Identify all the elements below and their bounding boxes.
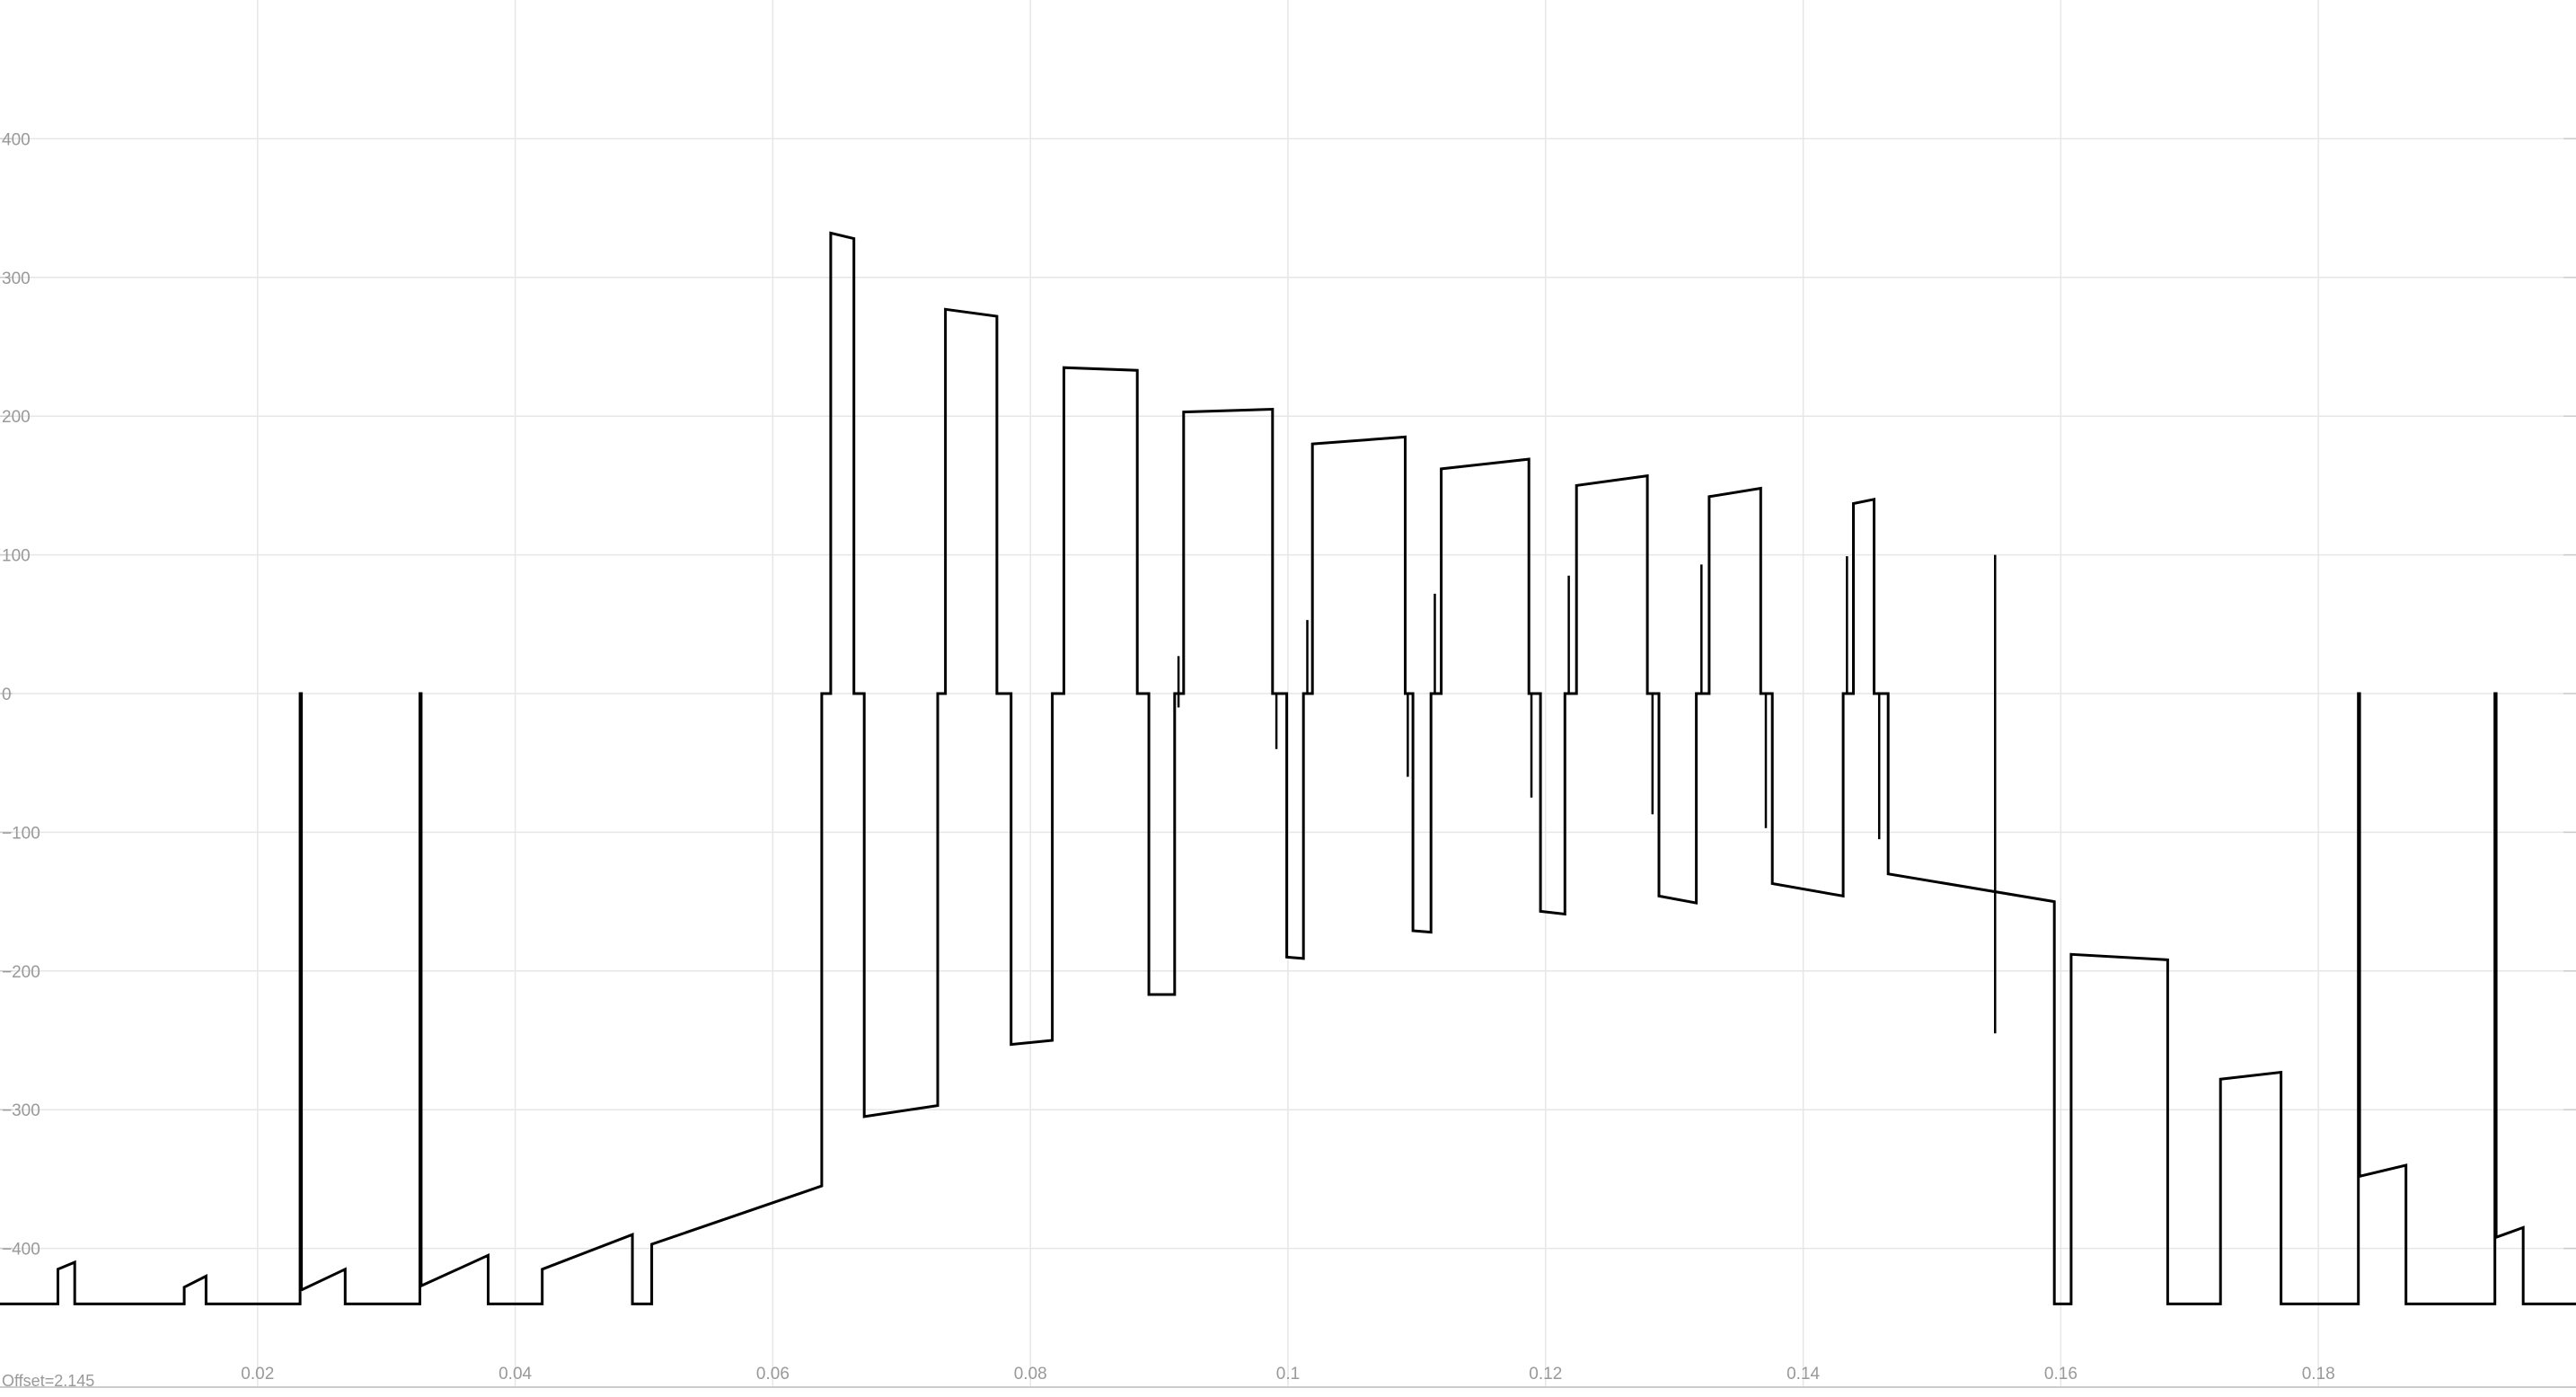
x-tick-label: 0.08	[1014, 1365, 1047, 1384]
x-tick-label: 0.14	[1786, 1365, 1820, 1384]
y-tick-label: 0	[2, 685, 12, 704]
x-tick-label: 0.04	[498, 1365, 532, 1384]
y-tick-label: 400	[2, 130, 31, 149]
y-tick-label: 200	[2, 408, 31, 427]
x-tick-label: 0.16	[2044, 1365, 2078, 1384]
y-tick-label: −400	[2, 1241, 40, 1260]
y-tick-label: −300	[2, 1101, 40, 1120]
y-tick-label: −100	[2, 824, 40, 843]
x-tick-label: 0.1	[1276, 1365, 1300, 1384]
y-tick-label: −200	[2, 963, 40, 982]
x-tick-label: 0.06	[756, 1365, 790, 1384]
x-tick-label: 0.02	[241, 1365, 274, 1384]
x-tick-label: 0.18	[2302, 1365, 2335, 1384]
y-tick-label: 300	[2, 270, 31, 288]
x-tick-label: 0.12	[1529, 1365, 1562, 1384]
offset-label: Offset=2.145	[2, 1372, 94, 1390]
y-tick-label: 100	[2, 547, 31, 566]
axis-layer: 0.02 0.04 0.06 0.08 0.1 0.12 0.14 0.16 0.18 400 30…	[0, 130, 2576, 1388]
series-layer	[0, 231, 2576, 1305]
